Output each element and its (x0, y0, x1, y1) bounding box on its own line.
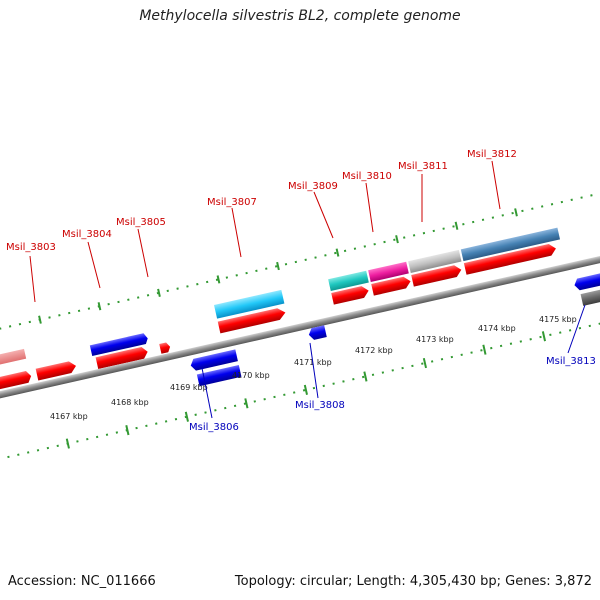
gene-arrow-red-3[interactable] (95, 346, 149, 370)
upper-dotted-track (0, 187, 600, 337)
label-msil-3804[interactable]: Msil_3804 (62, 229, 112, 240)
tick-label: 4169 kbp (170, 383, 208, 392)
accession-text: Accession: NC_011666 (8, 574, 156, 589)
label-msil-3809[interactable]: Msil_3809 (288, 181, 338, 192)
gene-msil-3807-box[interactable] (214, 289, 285, 319)
gene-msil-3813-arrow[interactable] (573, 271, 600, 291)
genome-backbone (0, 245, 600, 405)
scale-major-ticks (65, 331, 547, 449)
gene-msil-3812-box[interactable] (460, 227, 561, 262)
forward-gene-labels: Msil_3803 Msil_3804 Msil_3805 Msil_3807 … (6, 149, 517, 303)
label-msil-3810[interactable]: Msil_3810 (342, 171, 392, 182)
gene-msil-3813-box[interactable] (580, 286, 600, 306)
upper-track-major-ticks (38, 208, 518, 324)
gene-msil-3806-box[interactable] (196, 365, 242, 387)
gene-msil-3809-box[interactable] (328, 270, 369, 292)
gene-arrow-red-1[interactable] (0, 370, 32, 391)
gene-arrow-blue-1[interactable] (189, 349, 238, 371)
tick-label: 4168 kbp (111, 398, 149, 407)
label-msil-3805[interactable]: Msil_3805 (116, 217, 166, 228)
gene-msil-3803-box[interactable] (0, 348, 27, 368)
label-msil-3808[interactable]: Msil_3808 (295, 400, 345, 411)
gene-msil-3808-arrow[interactable] (308, 325, 327, 340)
tick-label: 4174 kbp (478, 324, 516, 333)
tick-label: 4175 kbp (539, 315, 577, 324)
label-msil-3807[interactable]: Msil_3807 (207, 197, 257, 208)
genome-summary-text: Topology: circular; Length: 4,305,430 bp… (234, 574, 592, 589)
genome-title: Methylocella silvestris BL2, complete ge… (139, 8, 461, 24)
reverse-gene-labels: Msil_3806 Msil_3808 Msil_3813 (189, 304, 596, 433)
lower-dotted-track (0, 311, 600, 461)
gene-arrow-red-8[interactable] (463, 243, 557, 275)
gene-msil-3804-arrow[interactable] (89, 333, 149, 357)
gene-arrow-red-6[interactable] (371, 275, 412, 296)
tick-label: 4170 kbp (232, 371, 270, 380)
gene-msil-3810-box[interactable] (368, 261, 409, 283)
gene-msil-3805-arrow[interactable] (159, 342, 171, 354)
label-msil-3813[interactable]: Msil_3813 (546, 356, 596, 367)
tick-label: 4167 kbp (50, 412, 88, 421)
label-msil-3812[interactable]: Msil_3812 (467, 149, 517, 160)
tick-label: 4172 kbp (355, 346, 393, 355)
label-msil-3803[interactable]: Msil_3803 (6, 242, 56, 253)
gene-arrow-red-4[interactable] (217, 307, 287, 334)
label-msil-3811[interactable]: Msil_3811 (398, 161, 448, 172)
gene-msil-3811-box[interactable] (408, 249, 462, 273)
gene-arrow-red-5[interactable] (331, 285, 370, 305)
gene-arrow-red-2[interactable] (35, 360, 78, 381)
gene-arrow-red-7[interactable] (411, 264, 462, 287)
label-msil-3806[interactable]: Msil_3806 (189, 422, 239, 433)
tick-label: 4173 kbp (416, 335, 454, 344)
